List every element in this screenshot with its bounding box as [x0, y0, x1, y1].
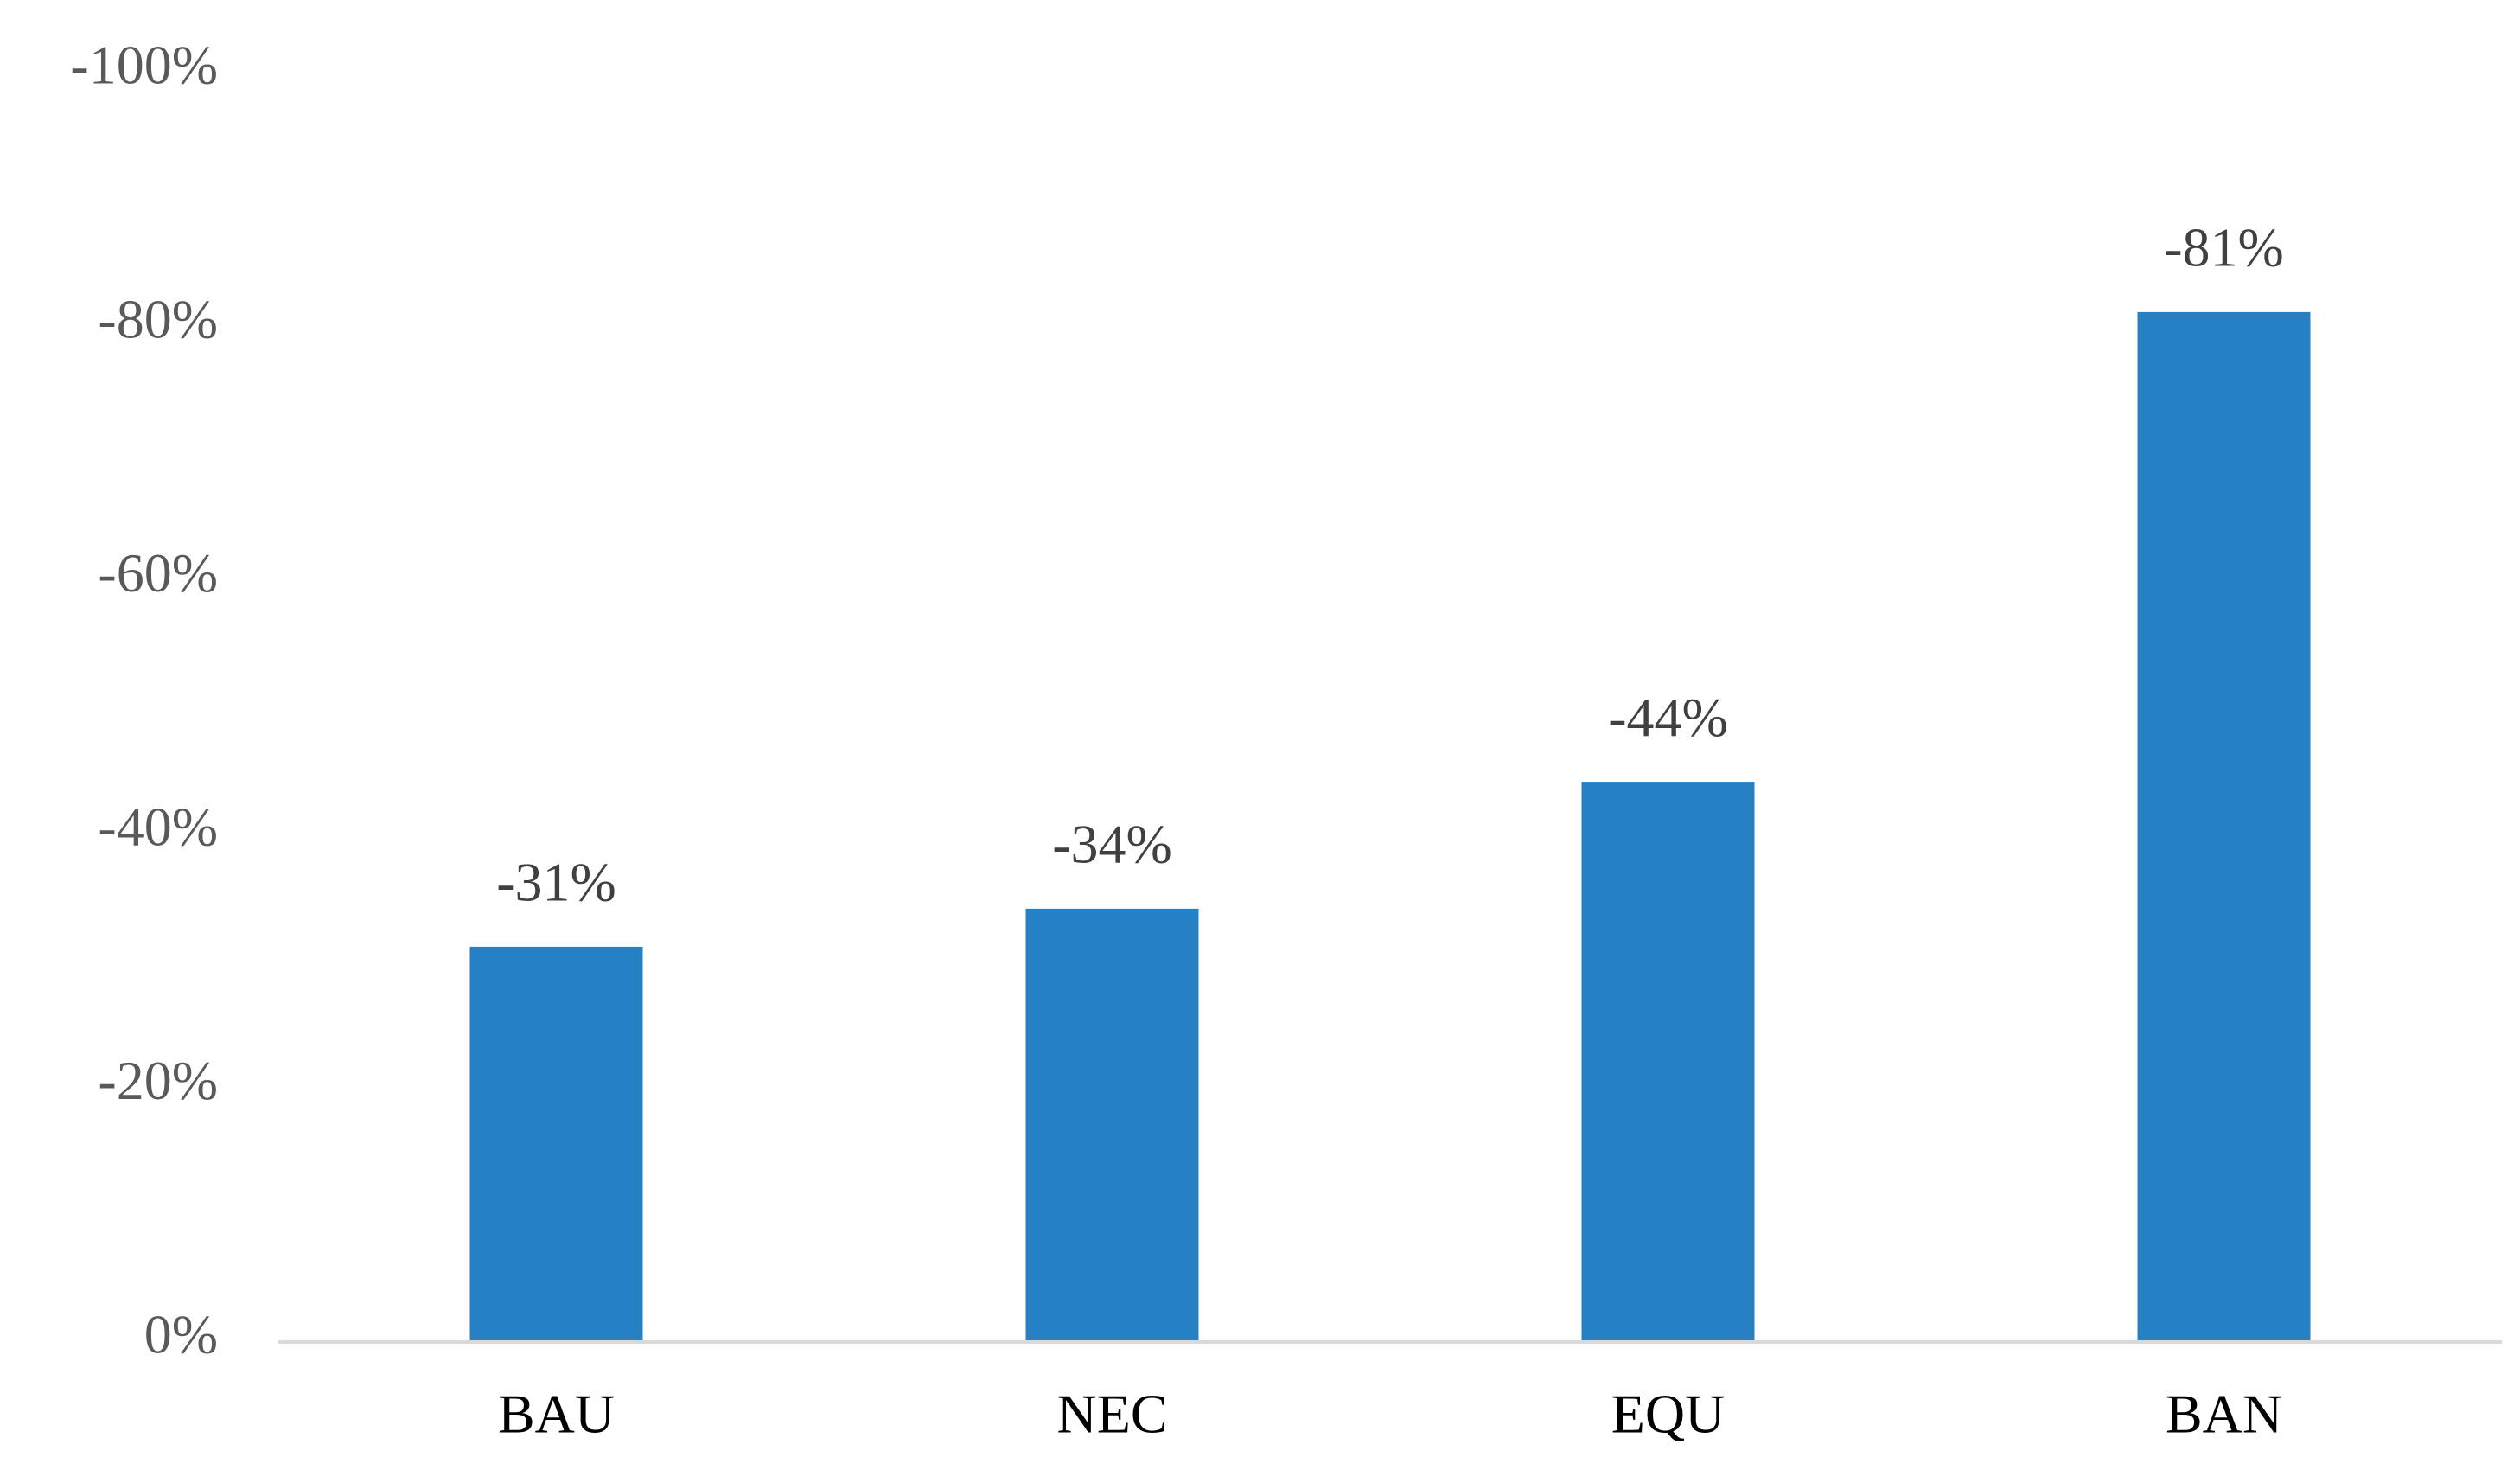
- value-label: -44%: [1608, 687, 1728, 748]
- bar: [1581, 782, 1755, 1340]
- bar: [2137, 311, 2311, 1340]
- x-tick-label: EQU: [1611, 1384, 1726, 1445]
- y-tick-label: -80%: [98, 288, 218, 349]
- y-tick-label: -20%: [98, 1050, 218, 1111]
- x-tick-label: BAU: [498, 1384, 615, 1445]
- y-tick-label: -100%: [70, 35, 218, 96]
- x-tick-label: NEC: [1057, 1384, 1168, 1445]
- y-tick-label: -60%: [98, 542, 218, 604]
- x-tick-label: BAN: [2166, 1384, 2282, 1445]
- y-tick-label: 0%: [144, 1304, 218, 1365]
- value-label: -31%: [496, 852, 616, 913]
- bar: [1025, 908, 1199, 1340]
- value-label: -34%: [1052, 814, 1172, 875]
- y-tick-label: -40%: [98, 796, 218, 857]
- value-label: -81%: [2164, 217, 2284, 278]
- bar: [469, 946, 643, 1340]
